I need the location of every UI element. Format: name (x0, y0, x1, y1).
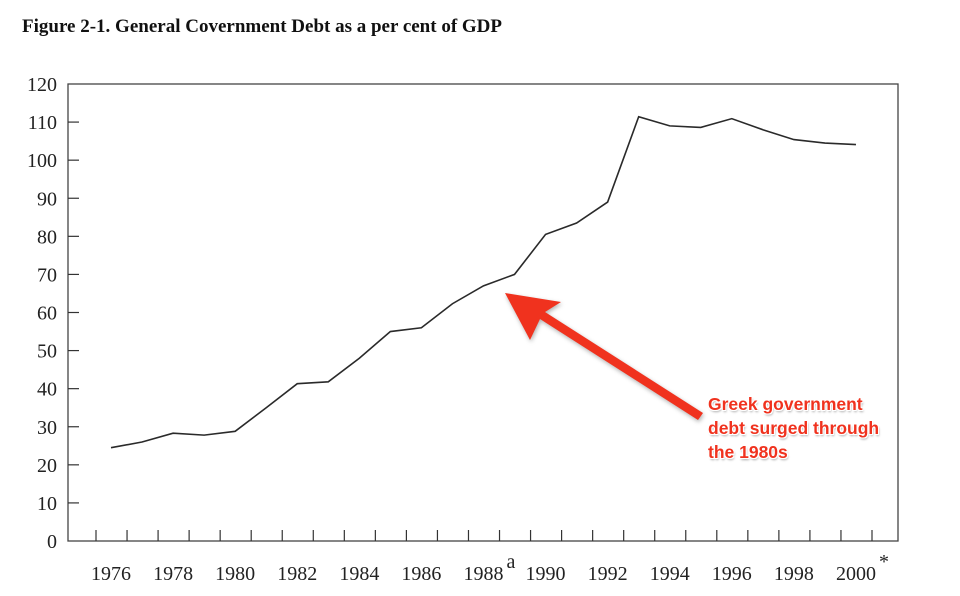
x-tick-superscript: * (879, 551, 889, 573)
annotation-line: the 1980s (708, 442, 788, 462)
annotation-arrow (505, 293, 703, 420)
y-tick-label: 10 (37, 493, 57, 515)
y-tick-label: 70 (37, 264, 57, 286)
x-tick-label: 1982 (277, 563, 317, 585)
y-tick-label: 50 (37, 341, 57, 363)
x-tick-label: 1984 (339, 563, 379, 585)
x-tick-label: 1986 (401, 563, 441, 585)
annotation-line: debt surged through (708, 418, 880, 438)
annotation-text: Greek government debt surged through the… (708, 392, 879, 464)
y-tick-label: 30 (37, 417, 57, 439)
y-tick-label: 40 (37, 379, 57, 401)
y-tick-label: 100 (27, 150, 57, 172)
chart-title: Figure 2-1. General Covernment Debt as a… (22, 16, 503, 37)
x-tick-label: 1978 (153, 563, 193, 585)
x-tick-label: 1976 (91, 563, 131, 585)
y-tick-label: 110 (28, 112, 57, 134)
y-tick-label: 80 (37, 226, 57, 248)
annotation-line: Greek government (708, 394, 863, 414)
x-tick-superscript: a (506, 551, 515, 573)
x-tick-label: 1988 (463, 563, 503, 585)
x-tick-label: 1980 (215, 563, 255, 585)
y-tick-label: 120 (27, 74, 57, 96)
x-tick-label: 1994 (650, 563, 690, 585)
x-tick-label: 1990 (526, 563, 566, 585)
y-tick-label: 0 (47, 531, 57, 553)
x-tick-label: 2000 (836, 563, 876, 585)
x-tick-label: 1998 (774, 563, 814, 585)
x-tick-label: 1996 (712, 563, 752, 585)
y-tick-label: 60 (37, 303, 57, 325)
y-tick-label: 20 (37, 455, 57, 477)
plot-frame (67, 83, 899, 542)
y-tick-label: 90 (37, 188, 57, 210)
x-tick-label: 1992 (588, 563, 628, 585)
